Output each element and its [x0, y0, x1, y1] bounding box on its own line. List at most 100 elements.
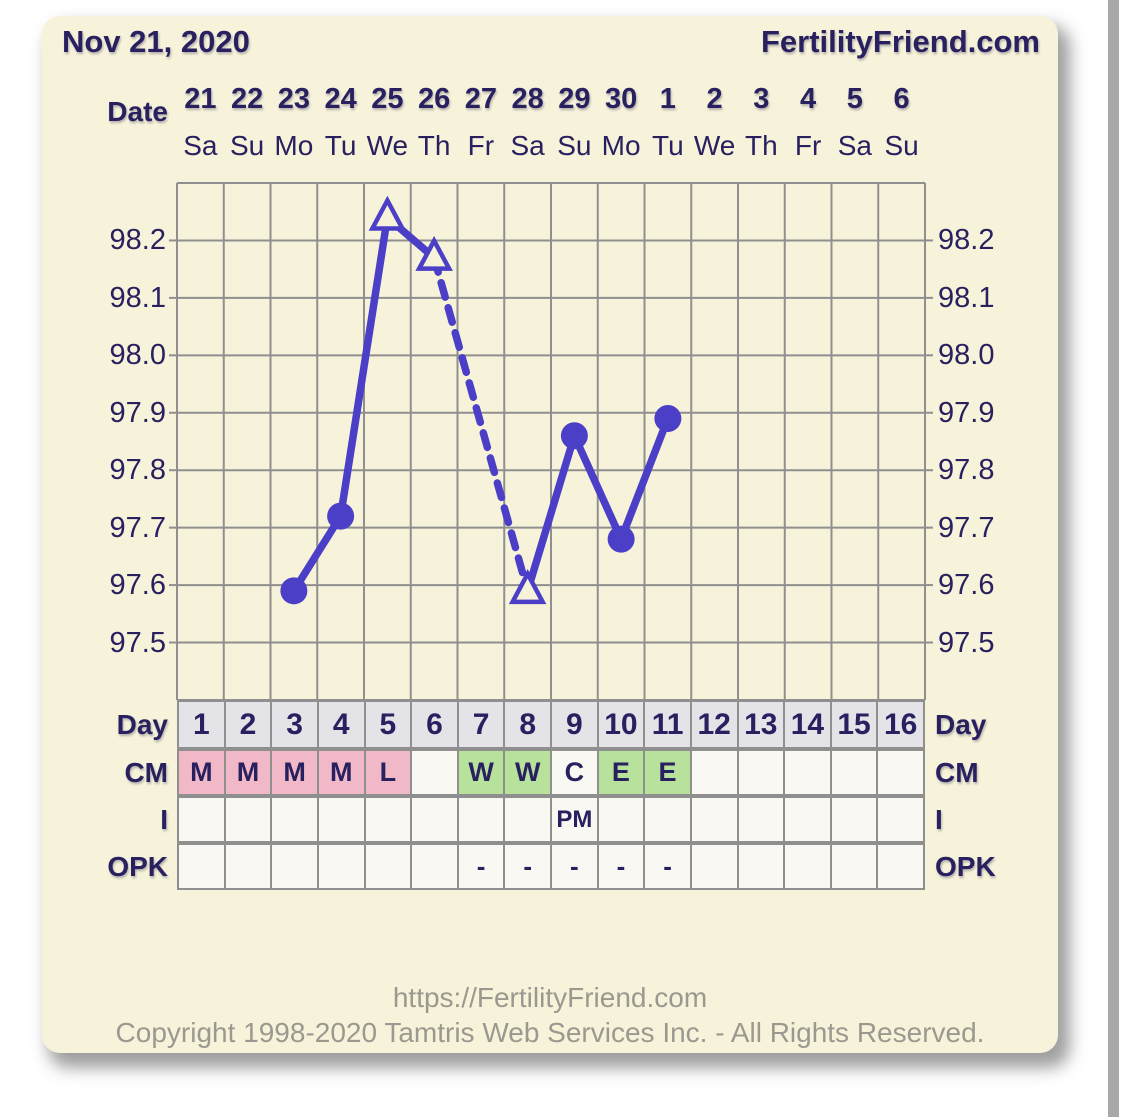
- table-row-day: 1 2 3 4 5 6 7 8 9 10 11 12 13 14 15 16: [177, 700, 925, 749]
- table-cell-i-day-8: [504, 797, 551, 842]
- table-cell-cm-day-2: M: [224, 750, 272, 795]
- table-cell-cm-day-15: [830, 750, 878, 795]
- row-label-left-opk: OPK: [107, 850, 168, 882]
- table-cell-cm-day-12: [690, 750, 738, 795]
- ytick-label-left: 97.9: [109, 396, 166, 429]
- vertical-scrollbar[interactable]: [1108, 0, 1119, 1117]
- table-cell-opk-day-15: [830, 844, 878, 889]
- table-cell-cm-day-5: L: [364, 750, 412, 795]
- chart-date-title: Nov 21, 2020: [62, 24, 250, 59]
- table-cell-cm-day-14: [784, 750, 831, 795]
- table-row-opk: -----: [177, 843, 925, 890]
- temperature-marker-day-5: [368, 195, 407, 231]
- date-number: 30: [604, 83, 638, 115]
- ytick-label-right: 98.1: [938, 281, 995, 314]
- temperature-marker-day-9: [560, 422, 588, 450]
- table-cell-opk-day-16: [877, 844, 924, 889]
- table-cell-opk-day-14: [784, 844, 831, 889]
- temperature-marker-day-8: [508, 569, 547, 605]
- table-cell-cm-day-10: E: [597, 750, 645, 795]
- weekday-label: Mo: [601, 130, 641, 161]
- date-number: 27: [464, 83, 497, 115]
- table-cell-opk-day-8: -: [504, 844, 551, 889]
- weekday-label: Fr: [794, 130, 822, 161]
- table-cell-i-day-2: [224, 797, 272, 842]
- table-cell-opk-day-5: [364, 844, 412, 889]
- table-cell-day-day-7: 7: [457, 701, 505, 748]
- weekday-label: We: [366, 130, 409, 161]
- date-number: 28: [511, 83, 544, 115]
- date-axis-label: Date: [107, 96, 168, 127]
- ytick-label-left: 98.2: [109, 224, 166, 257]
- weekday-label: Su: [230, 130, 265, 161]
- bbt-chart: [169, 182, 933, 701]
- table-cell-i-day-10: [597, 797, 645, 842]
- date-number: 2: [706, 83, 723, 115]
- table-cell-cm-day-3: M: [271, 750, 318, 795]
- table-cell-cm-day-1: M: [178, 750, 225, 795]
- row-label-right-day: Day: [935, 708, 987, 740]
- ytick-label-right: 97.5: [938, 626, 995, 659]
- temperature-marker-day-6: [415, 235, 453, 271]
- ytick-label-left: 97.7: [109, 511, 166, 544]
- table-cell-i-day-13: [737, 797, 785, 842]
- table-cell-opk-day-10: -: [597, 844, 645, 889]
- ytick-label-left: 98.1: [109, 281, 166, 314]
- weekday-label: Sa: [510, 130, 545, 161]
- ytick-label-left: 97.6: [109, 569, 166, 602]
- table-cell-i-day-4: [317, 797, 365, 842]
- date-number: 25: [371, 83, 404, 115]
- table-cell-day-day-3: 3: [271, 701, 318, 748]
- table-cell-cm-day-6: [411, 750, 458, 795]
- table-cell-day-day-5: 5: [364, 701, 412, 748]
- table-row-i: PM: [177, 796, 925, 843]
- row-label-right-i: I: [935, 803, 943, 835]
- table-cell-i-day-9: PM: [551, 797, 598, 842]
- table-cell-day-day-4: 4: [317, 701, 365, 748]
- table-cell-i-day-16: [877, 797, 924, 842]
- brand-title: FertilityFriend.com: [760, 24, 1040, 59]
- table-cell-cm-day-9: C: [551, 750, 598, 795]
- table-cell-opk-day-7: -: [457, 844, 505, 889]
- date-number: 21: [184, 83, 217, 115]
- footer-copyright: Copyright 1998-2020 Tamtris Web Services…: [115, 1017, 985, 1048]
- table-cell-i-day-1: [178, 797, 225, 842]
- date-numbers-row: 21 22 23 24 25 26 27 28 29 30 1 2 3 4 5 6: [177, 82, 925, 116]
- temperature-marker-day-3: [280, 577, 308, 605]
- table-cell-opk-day-13: [737, 844, 785, 889]
- weekday-label: We: [693, 130, 736, 161]
- date-number: 29: [558, 83, 591, 115]
- table-cell-day-day-8: 8: [504, 701, 551, 748]
- ytick-label-right: 98.2: [938, 224, 995, 257]
- table-cell-i-day-15: [830, 797, 878, 842]
- weekday-label: Mo: [274, 130, 314, 161]
- row-label-left-i: I: [160, 803, 168, 835]
- ytick-label-left: 98.0: [109, 339, 166, 372]
- ytick-label-right: 98.0: [938, 339, 995, 372]
- date-number: 6: [893, 83, 910, 115]
- table-cell-day-day-1: 1: [178, 701, 225, 748]
- table-cell-cm-day-16: [877, 750, 924, 795]
- temperature-marker-day-4: [327, 502, 355, 530]
- weekday-label: Tu: [652, 130, 684, 161]
- temperature-line-segment: [617, 414, 672, 543]
- table-cell-day-day-14: 14: [784, 701, 831, 748]
- row-label-left-cm: CM: [124, 756, 168, 788]
- chart-card: Nov 21, 2020 FertilityFriend.com Date 21…: [42, 16, 1058, 1053]
- weekday-label: Sa: [183, 130, 218, 161]
- table-cell-cm-day-7: W: [457, 750, 505, 795]
- date-number: 1: [659, 83, 676, 115]
- table-cell-day-day-6: 6: [411, 701, 458, 748]
- temperature-line-segment: [523, 431, 579, 595]
- table-cell-i-day-5: [364, 797, 412, 842]
- table-cell-opk-day-4: [317, 844, 365, 889]
- table-cell-i-day-3: [271, 797, 318, 842]
- weekday-label: Sa: [837, 130, 872, 161]
- table-cell-day-day-12: 12: [690, 701, 738, 748]
- temperature-line-segment: [336, 213, 392, 520]
- temperature-line-segment: [430, 253, 532, 595]
- table-cell-i-day-11: [644, 797, 691, 842]
- temperature-marker-day-11: [654, 405, 682, 433]
